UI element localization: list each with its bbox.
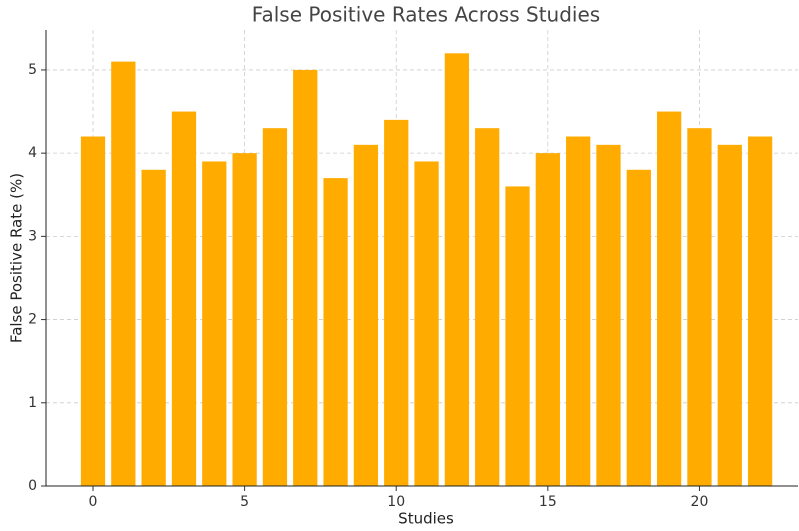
bar [414,161,439,486]
bar [323,178,348,486]
x-tick-label: 15 [539,494,557,510]
bar [353,144,379,486]
y-tick-label: 2 [28,312,37,328]
bar [202,161,227,486]
y-tick-label: 1 [28,395,37,411]
bar [535,153,560,486]
bar [475,128,500,487]
bar [293,69,318,487]
x-tick-label: 20 [691,494,709,510]
chart-title: False Positive Rates Across Studies [252,3,600,27]
bar [747,136,773,486]
bar [384,119,409,486]
bar [566,136,591,486]
bar [111,61,136,487]
bar [80,136,106,486]
y-tick-label: 5 [28,62,37,78]
y-axis-label: False Positive Rate (%) [8,173,26,343]
x-tick-label: 0 [89,494,98,510]
bar [232,153,257,486]
x-tick-label: 5 [240,494,249,510]
x-tick-label: 10 [387,494,405,510]
bar [141,169,166,486]
bar [717,144,742,486]
bar [444,53,469,487]
bar [505,186,530,486]
bar [171,111,197,486]
bar [262,128,288,487]
y-tick-label: 3 [28,228,37,244]
bar [596,144,621,486]
bar [657,111,682,486]
bar [687,128,712,487]
bar [626,169,651,486]
x-axis-label: Studies [398,510,454,528]
y-tick-label: 0 [28,478,37,494]
y-tick-label: 4 [28,145,37,161]
